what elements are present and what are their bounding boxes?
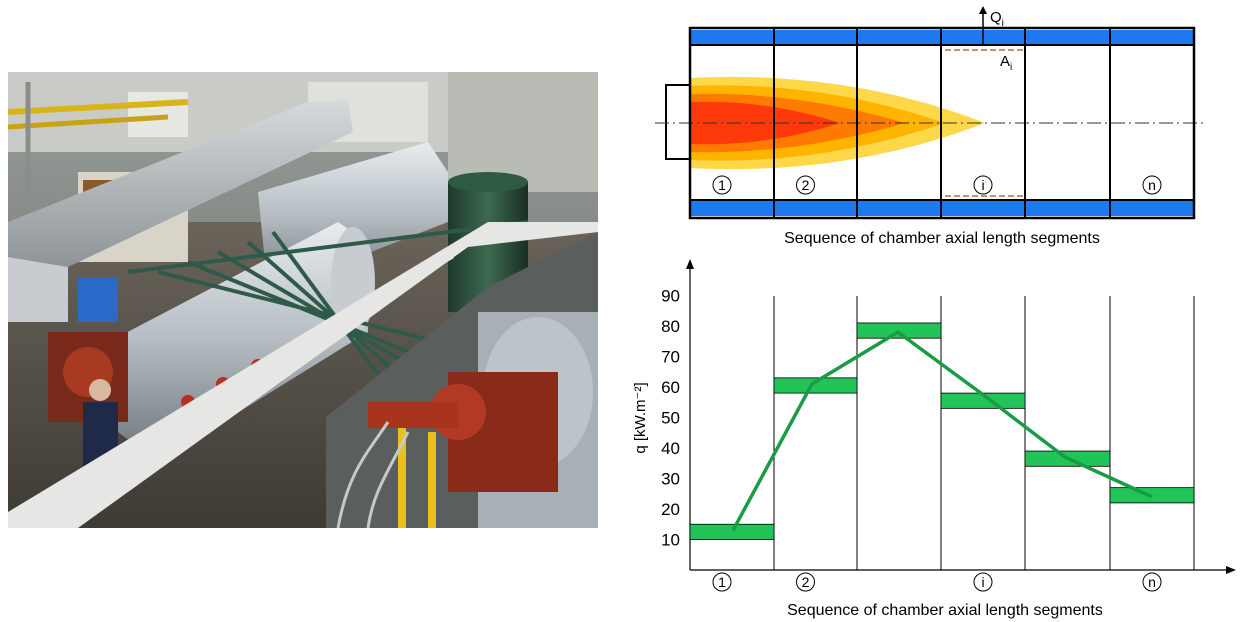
chamber-caption: Sequence of chamber axial length segment… [784,230,1100,247]
heat-flux-bar [689,523,775,540]
cooling-jacket-segment [775,30,856,44]
segment-label-circle [1142,572,1162,592]
heat-flow-label: Qi [990,9,1004,29]
cooling-jacket-segment [858,30,940,44]
cooling-jacket-segment [1026,30,1109,44]
heat-flux-bar [856,322,942,339]
y-tick-label: 50 [661,409,680,428]
segment-labels-bottom: 1 2 i n [712,572,1162,592]
burner-inlet [665,84,691,160]
y-tick-labels: 10 20 30 40 50 60 70 80 90 [661,287,680,550]
cooling-jacket-segment [691,201,773,216]
y-tick-label: 10 [661,531,680,550]
segment-label: n [1148,574,1156,590]
segment-labels-top: 1 2 i n [712,175,1162,195]
segment-dividers-chart [773,296,1195,570]
cooling-jacket-segment [691,30,773,44]
x-axis-label: Sequence of chamber axial length segment… [787,602,1103,619]
segment-label-circle [1142,175,1162,195]
segment-label: 2 [802,574,810,590]
area-label: Ai [1000,53,1012,73]
heat-flux-bars [689,322,1195,540]
cooling-jacket-segment [942,201,1024,216]
heat-flux-line [731,330,1153,532]
y-tick-label: 40 [661,439,680,458]
cooling-jacket-segment [1111,201,1193,216]
y-tick-label: 60 [661,378,680,397]
y-tick-label: 80 [661,317,680,336]
segment-label-circle [973,175,993,195]
cooling-jacket-segment [858,201,940,216]
segment-label-circle [712,175,732,195]
segment-label: 1 [718,574,726,590]
y-tick-label: 70 [661,348,680,367]
segment-label-circle [796,572,815,592]
y-tick-label: 20 [661,500,680,519]
heat-flux-chart: 10 20 30 40 50 60 70 80 90 1 2 i n q [kW.m⁻²] Seque… [632,259,1236,619]
heat-flux-bar [773,377,858,394]
segment-label: i [981,574,984,590]
segment-label: 2 [802,177,810,193]
segment-label-circle [796,175,815,195]
combustion-chamber-schematic: Qi Ai 1 2 i n Sequence of chamber axial len… [655,6,1205,247]
segment-dividers [773,28,1111,218]
segment-label: 1 [718,177,726,193]
test-furnace-photo [8,72,598,528]
cooling-jacket-segment [1026,201,1109,216]
x-axis-arrowhead [1226,566,1236,574]
segment-label: n [1148,177,1156,193]
chamber-outline [688,26,1196,220]
y-tick-label: 90 [661,287,680,306]
segment-label-circle [712,572,732,592]
y-axis-arrowhead [686,259,694,269]
heat-flow-arrowhead [979,6,987,14]
segment-label-circle [973,572,993,592]
y-axis-label: q [kW.m⁻²] [632,382,649,453]
segment-label: i [981,177,984,193]
y-tick-label: 30 [661,470,680,489]
cooling-jacket-segment [775,201,856,216]
cooling-jacket-segment [1111,30,1193,44]
